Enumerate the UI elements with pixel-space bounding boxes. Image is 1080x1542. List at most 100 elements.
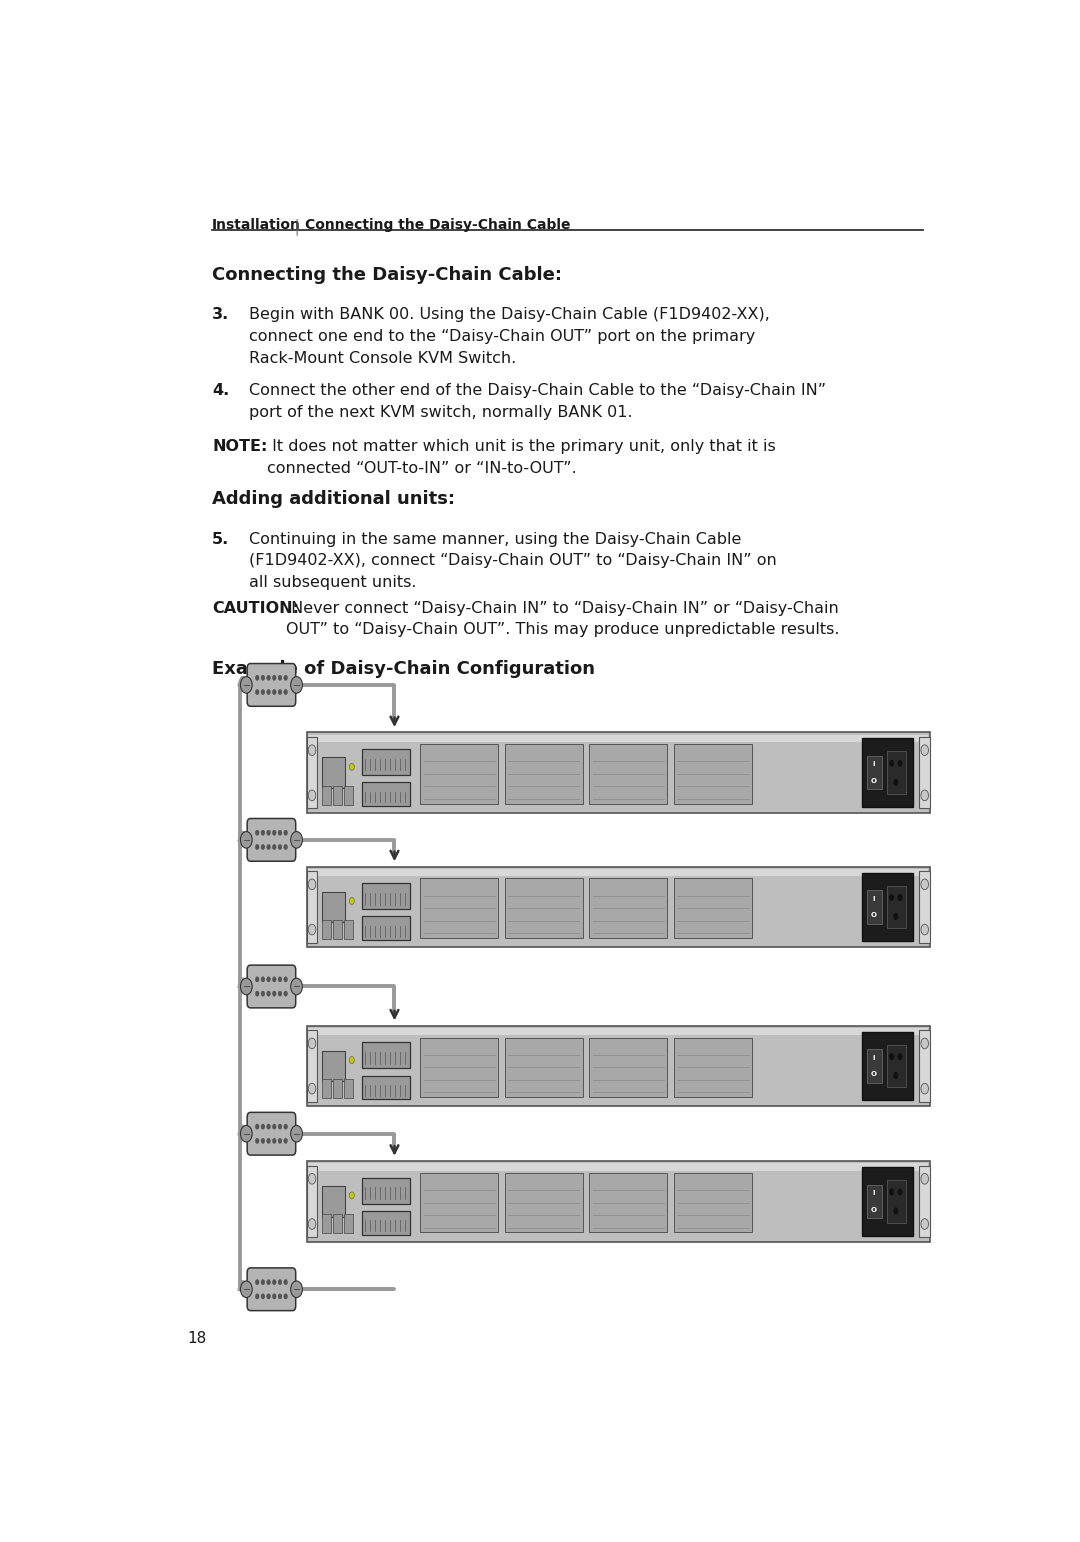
FancyBboxPatch shape — [247, 1268, 296, 1311]
Circle shape — [261, 689, 265, 694]
Circle shape — [308, 879, 315, 890]
Circle shape — [279, 689, 282, 694]
Text: Begin with BANK 00. Using the Daisy-Chain Cable (F1D9402-XX),
connect one end to: Begin with BANK 00. Using the Daisy-Chai… — [248, 307, 770, 365]
FancyBboxPatch shape — [247, 819, 296, 862]
Circle shape — [921, 745, 929, 756]
Text: CAUTION:: CAUTION: — [212, 600, 299, 615]
Circle shape — [349, 1056, 354, 1064]
Text: 3.: 3. — [212, 307, 229, 322]
FancyBboxPatch shape — [323, 1079, 330, 1098]
FancyBboxPatch shape — [308, 1163, 929, 1170]
Circle shape — [267, 992, 270, 996]
Circle shape — [261, 1294, 265, 1298]
Circle shape — [279, 845, 282, 850]
Circle shape — [261, 976, 265, 982]
FancyBboxPatch shape — [862, 873, 913, 941]
Text: Connecting the Daisy-Chain Cable:: Connecting the Daisy-Chain Cable: — [212, 265, 562, 284]
FancyBboxPatch shape — [505, 745, 583, 803]
FancyBboxPatch shape — [308, 870, 929, 876]
Circle shape — [291, 677, 302, 694]
FancyBboxPatch shape — [323, 1215, 330, 1234]
Circle shape — [921, 1084, 929, 1093]
Text: 18: 18 — [187, 1331, 206, 1346]
Circle shape — [272, 1124, 276, 1129]
Circle shape — [272, 992, 276, 996]
Circle shape — [272, 976, 276, 982]
Circle shape — [267, 1124, 270, 1129]
FancyBboxPatch shape — [307, 737, 318, 808]
Circle shape — [279, 1280, 282, 1284]
Circle shape — [284, 1138, 287, 1144]
FancyBboxPatch shape — [674, 1038, 752, 1096]
Circle shape — [272, 1280, 276, 1284]
Circle shape — [279, 992, 282, 996]
Circle shape — [255, 976, 259, 982]
Circle shape — [921, 790, 929, 800]
Circle shape — [308, 1084, 315, 1093]
Text: Never connect “Daisy-Chain IN” to “Daisy-Chain IN” or “Daisy-Chain
OUT” to “Dais: Never connect “Daisy-Chain IN” to “Daisy… — [285, 600, 839, 637]
FancyBboxPatch shape — [345, 1079, 352, 1098]
Circle shape — [893, 779, 899, 786]
Circle shape — [267, 845, 270, 850]
Text: O: O — [872, 1072, 877, 1078]
Text: O: O — [872, 913, 877, 917]
Circle shape — [284, 1124, 287, 1129]
Circle shape — [921, 879, 929, 890]
FancyBboxPatch shape — [345, 921, 352, 939]
FancyBboxPatch shape — [919, 871, 930, 942]
Text: I: I — [873, 1055, 875, 1061]
FancyBboxPatch shape — [866, 756, 881, 790]
Circle shape — [267, 1138, 270, 1144]
FancyBboxPatch shape — [866, 1050, 881, 1082]
Circle shape — [893, 1207, 899, 1215]
FancyBboxPatch shape — [345, 786, 352, 805]
Circle shape — [893, 1072, 899, 1079]
FancyBboxPatch shape — [888, 885, 906, 928]
Circle shape — [291, 978, 302, 995]
FancyBboxPatch shape — [888, 1044, 906, 1087]
Circle shape — [241, 831, 253, 848]
Circle shape — [255, 1280, 259, 1284]
Circle shape — [279, 1138, 282, 1144]
Circle shape — [241, 677, 253, 694]
FancyBboxPatch shape — [674, 1173, 752, 1232]
FancyBboxPatch shape — [362, 884, 410, 910]
Text: I: I — [873, 762, 875, 768]
Text: I: I — [873, 1190, 875, 1197]
FancyBboxPatch shape — [323, 891, 346, 922]
Text: Example of Daisy-Chain Configuration: Example of Daisy-Chain Configuration — [212, 660, 595, 678]
Circle shape — [267, 689, 270, 694]
Circle shape — [308, 745, 315, 756]
Circle shape — [241, 1281, 253, 1297]
Circle shape — [261, 1138, 265, 1144]
FancyBboxPatch shape — [590, 879, 667, 938]
Circle shape — [255, 675, 259, 680]
FancyBboxPatch shape — [505, 1173, 583, 1232]
Circle shape — [255, 1294, 259, 1298]
FancyBboxPatch shape — [307, 1161, 930, 1241]
FancyBboxPatch shape — [307, 1025, 930, 1107]
Circle shape — [284, 1294, 287, 1298]
Text: I: I — [873, 896, 875, 902]
FancyBboxPatch shape — [334, 921, 341, 939]
FancyBboxPatch shape — [362, 782, 410, 806]
Circle shape — [261, 845, 265, 850]
Circle shape — [889, 1053, 894, 1059]
Circle shape — [349, 1192, 354, 1200]
Circle shape — [255, 1138, 259, 1144]
FancyBboxPatch shape — [308, 1029, 929, 1035]
Text: 5.: 5. — [212, 532, 229, 547]
FancyBboxPatch shape — [323, 921, 330, 939]
Text: O: O — [872, 1207, 877, 1212]
Circle shape — [279, 976, 282, 982]
Circle shape — [889, 894, 894, 901]
Circle shape — [279, 675, 282, 680]
FancyBboxPatch shape — [590, 1038, 667, 1096]
Circle shape — [267, 830, 270, 836]
FancyBboxPatch shape — [919, 1166, 930, 1237]
FancyBboxPatch shape — [323, 1050, 346, 1081]
Text: O: O — [872, 779, 877, 783]
Circle shape — [255, 689, 259, 694]
Circle shape — [291, 1126, 302, 1143]
FancyBboxPatch shape — [888, 751, 906, 794]
